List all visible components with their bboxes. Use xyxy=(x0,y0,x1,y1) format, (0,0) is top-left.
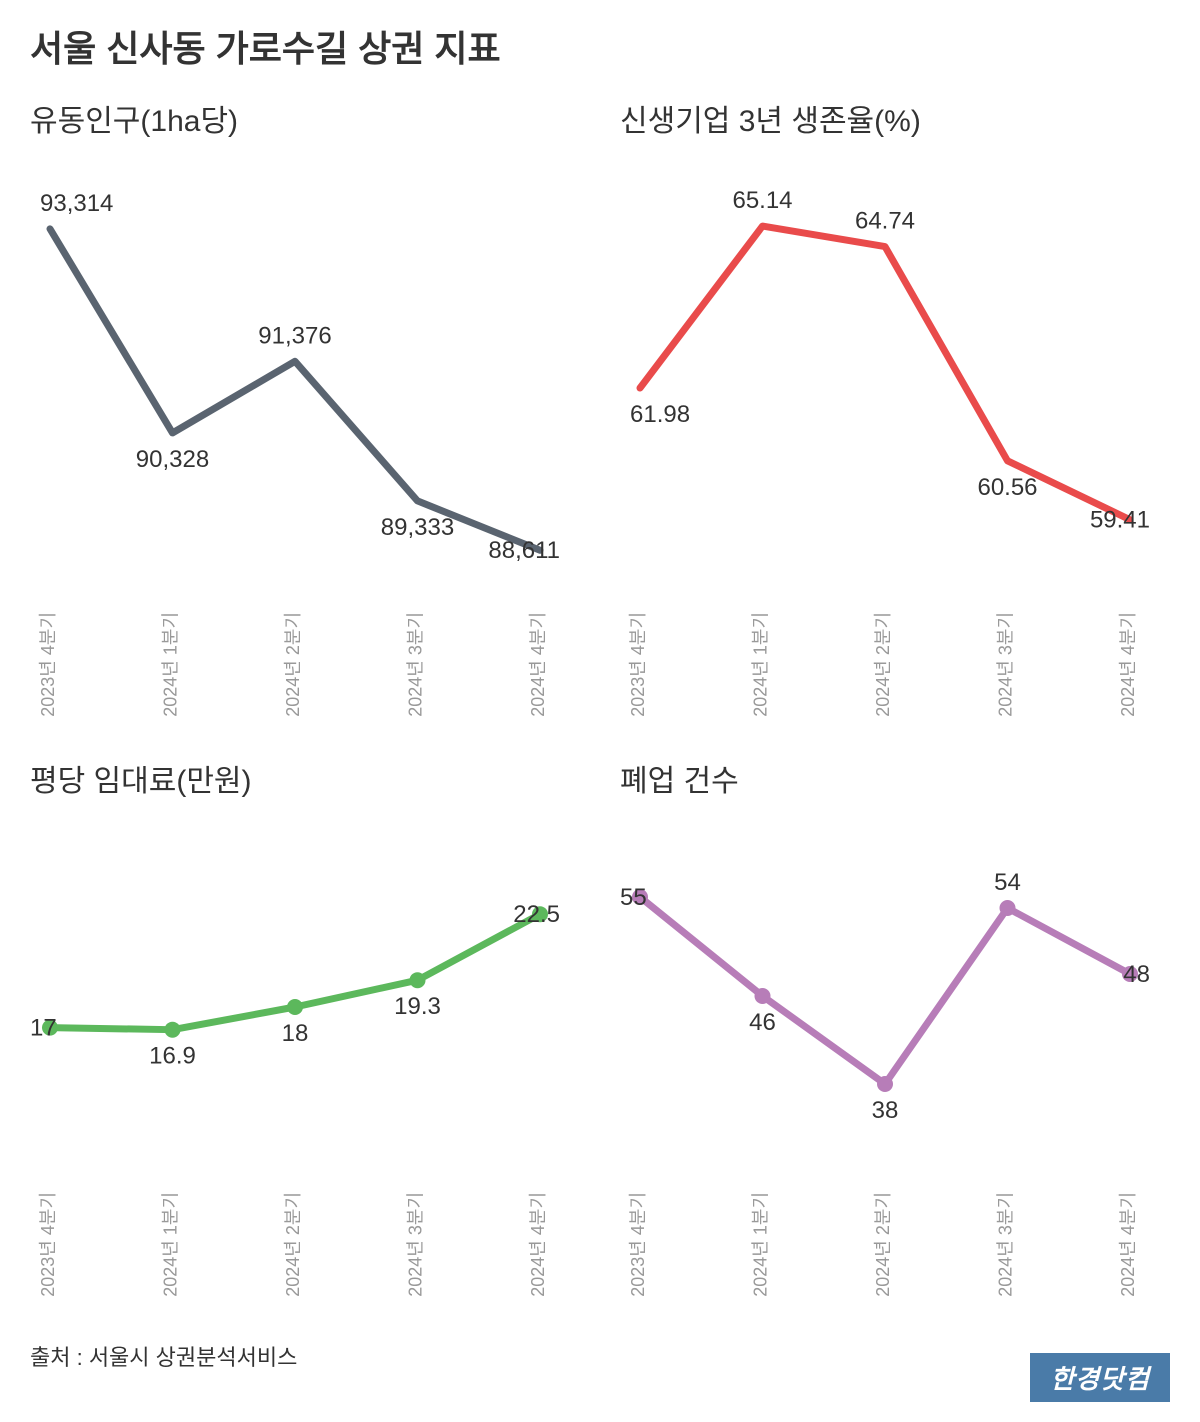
line-series xyxy=(640,897,1130,1084)
x-tick: 2023년 4분기 xyxy=(628,1192,648,1297)
x-tick: 2023년 4분기 xyxy=(38,612,58,717)
closures-chart: 55 46 38 54 48 2023년 4분기 2024년 1분기 2024년 2분기 202… xyxy=(620,812,1170,1322)
data-label: 90,328 xyxy=(136,446,209,473)
survival-rate-chart: 61.98 65.14 64.74 60.56 59.41 2023년 4분기 2024년 … xyxy=(620,152,1170,742)
data-label: 17 xyxy=(30,1015,57,1042)
data-marker xyxy=(877,1076,893,1092)
x-tick: 2024년 3분기 xyxy=(406,612,426,717)
x-tick: 2024년 2분기 xyxy=(283,612,303,717)
watermark: 한경닷컴 xyxy=(1030,1353,1170,1402)
svg-text:2024년 2분기: 2024년 2분기 xyxy=(873,612,893,717)
data-marker xyxy=(165,1022,181,1038)
svg-text:2024년 2분기: 2024년 2분기 xyxy=(283,612,303,717)
data-label: 89,333 xyxy=(381,514,454,541)
data-label: 61.98 xyxy=(630,401,690,428)
data-label: 60.56 xyxy=(977,474,1037,501)
data-marker xyxy=(410,972,426,988)
foot-traffic-chart: 93,314 90,328 91,376 89,333 88,611 2023년 4분기 2… xyxy=(30,152,580,742)
x-tick: 2024년 3분기 xyxy=(996,1192,1016,1297)
main-title: 서울 신사동 가로수길 상권 지표 xyxy=(30,20,1170,72)
x-tick: 2024년 1분기 xyxy=(751,612,771,717)
foot-traffic-panel: 유동인구(1ha당) 93,314 90,328 91,376 89,333 88,61… xyxy=(30,96,580,736)
svg-text:2023년 4분기: 2023년 4분기 xyxy=(628,1192,648,1297)
svg-text:2024년 4분기: 2024년 4분기 xyxy=(528,612,548,717)
svg-text:2024년 4분기: 2024년 4분기 xyxy=(528,1192,548,1297)
x-tick: 2024년 4분기 xyxy=(528,612,548,717)
data-label: 91,376 xyxy=(258,322,331,349)
data-label: 88,611 xyxy=(488,537,560,564)
x-tick: 2024년 1분기 xyxy=(161,612,181,717)
data-label: 38 xyxy=(872,1097,899,1124)
data-label: 22.5 xyxy=(513,901,560,928)
data-marker xyxy=(755,988,771,1004)
svg-text:2023년 4분기: 2023년 4분기 xyxy=(628,612,648,717)
data-label: 19.3 xyxy=(394,993,441,1020)
x-tick: 2024년 2분기 xyxy=(873,612,893,717)
svg-text:2024년 3분기: 2024년 3분기 xyxy=(406,1192,426,1297)
svg-text:2023년 4분기: 2023년 4분기 xyxy=(38,1192,58,1297)
data-label: 54 xyxy=(994,869,1021,896)
chart-grid: 유동인구(1ha당) 93,314 90,328 91,376 89,333 88,61… xyxy=(30,96,1170,1316)
data-label: 16.9 xyxy=(149,1043,196,1070)
survival-rate-title: 신생기업 3년 생존율(%) xyxy=(620,96,1170,140)
svg-text:2024년 4분기: 2024년 4분기 xyxy=(1118,1192,1138,1297)
data-label: 46 xyxy=(749,1009,776,1036)
x-tick: 2024년 3분기 xyxy=(996,612,1016,717)
x-tick: 2024년 4분기 xyxy=(528,1192,548,1297)
line-series xyxy=(640,226,1130,520)
data-label: 18 xyxy=(282,1020,309,1047)
rent-chart: 17 16.9 18 19.3 22.5 2023년 4분기 2024년 1분기 2024년 … xyxy=(30,812,580,1322)
x-tick: 2023년 4분기 xyxy=(38,1192,58,1297)
svg-text:2023년 4분기: 2023년 4분기 xyxy=(38,612,58,717)
rent-title: 평당 임대료(만원) xyxy=(30,756,580,800)
svg-text:2024년 1분기: 2024년 1분기 xyxy=(751,1192,771,1297)
x-tick: 2023년 4분기 xyxy=(628,612,648,717)
svg-text:2024년 2분기: 2024년 2분기 xyxy=(283,1192,303,1297)
data-label: 59.41 xyxy=(1090,507,1150,534)
data-marker xyxy=(287,999,303,1015)
data-label: 55 xyxy=(620,884,647,911)
svg-text:2024년 1분기: 2024년 1분기 xyxy=(161,1192,181,1297)
data-label: 65.14 xyxy=(732,187,792,214)
x-tick: 2024년 1분기 xyxy=(751,1192,771,1297)
svg-text:2024년 1분기: 2024년 1분기 xyxy=(161,612,181,717)
closures-title: 폐업 건수 xyxy=(620,756,1170,800)
closures-panel: 폐업 건수 55 46 38 54 48 2023년 4분기 2024년 1분기 2024년 … xyxy=(620,756,1170,1316)
svg-text:2024년 3분기: 2024년 3분기 xyxy=(406,612,426,717)
x-tick: 2024년 2분기 xyxy=(283,1192,303,1297)
svg-text:2024년 1분기: 2024년 1분기 xyxy=(751,612,771,717)
survival-rate-panel: 신생기업 3년 생존율(%) 61.98 65.14 64.74 60.56 59.41… xyxy=(620,96,1170,736)
data-label: 93,314 xyxy=(40,190,113,217)
x-tick: 2024년 2분기 xyxy=(873,1192,893,1297)
source-label: 출처 : 서울시 상권분석서비스 xyxy=(30,1340,297,1372)
x-tick: 2024년 4분기 xyxy=(1118,1192,1138,1297)
line-series xyxy=(50,229,540,550)
x-tick: 2024년 1분기 xyxy=(161,1192,181,1297)
rent-panel: 평당 임대료(만원) 17 16.9 18 19.3 22.5 2023년 4분기 2024… xyxy=(30,756,580,1316)
foot-traffic-title: 유동인구(1ha당) xyxy=(30,96,580,140)
x-tick: 2024년 4분기 xyxy=(1118,612,1138,717)
data-label: 64.74 xyxy=(855,208,915,235)
svg-text:2024년 4분기: 2024년 4분기 xyxy=(1118,612,1138,717)
data-label: 48 xyxy=(1123,961,1150,988)
data-marker xyxy=(1000,900,1016,916)
svg-text:2024년 3분기: 2024년 3분기 xyxy=(996,1192,1016,1297)
x-tick: 2024년 3분기 xyxy=(406,1192,426,1297)
svg-text:2024년 3분기: 2024년 3분기 xyxy=(996,612,1016,717)
svg-text:2024년 2분기: 2024년 2분기 xyxy=(873,1192,893,1297)
